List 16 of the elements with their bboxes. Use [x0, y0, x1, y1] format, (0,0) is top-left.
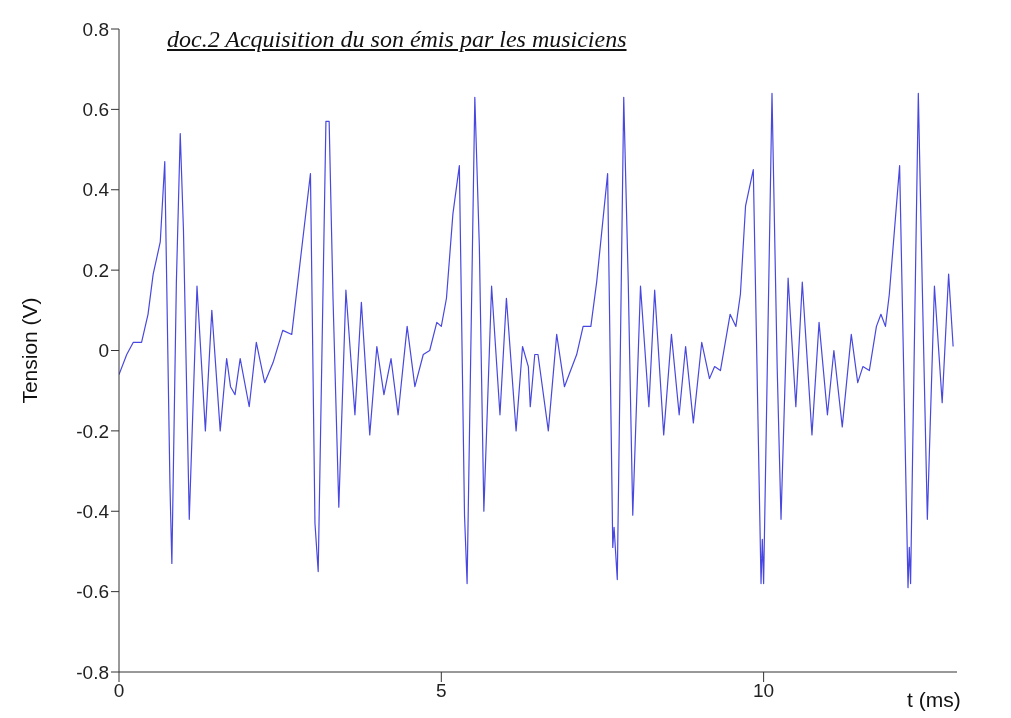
y-tick-label: -0.2: [76, 420, 109, 442]
chart-title: doc.2 Acquisition du son émis par les musiciens: [167, 26, 627, 53]
x-axis-title: t (ms): [907, 688, 961, 712]
x-tick-label: 5: [436, 680, 447, 702]
y-axis-title: Tension (V): [18, 297, 42, 404]
line-series: [119, 92, 954, 589]
y-tick-label: 0.4: [82, 179, 110, 201]
y-tick-label: 0: [98, 340, 109, 362]
y-tick-label: -0.4: [76, 500, 110, 522]
x-tick-label: 0: [113, 680, 125, 702]
y-tick-label: 0.6: [82, 99, 109, 121]
y-tick-label: -0.6: [76, 581, 109, 603]
y-tick-label: 0.2: [82, 259, 109, 281]
y-tick-label: -0.8: [76, 661, 109, 683]
x-tick-label: 10: [753, 680, 775, 702]
y-tick-label: 0.8: [82, 18, 109, 40]
